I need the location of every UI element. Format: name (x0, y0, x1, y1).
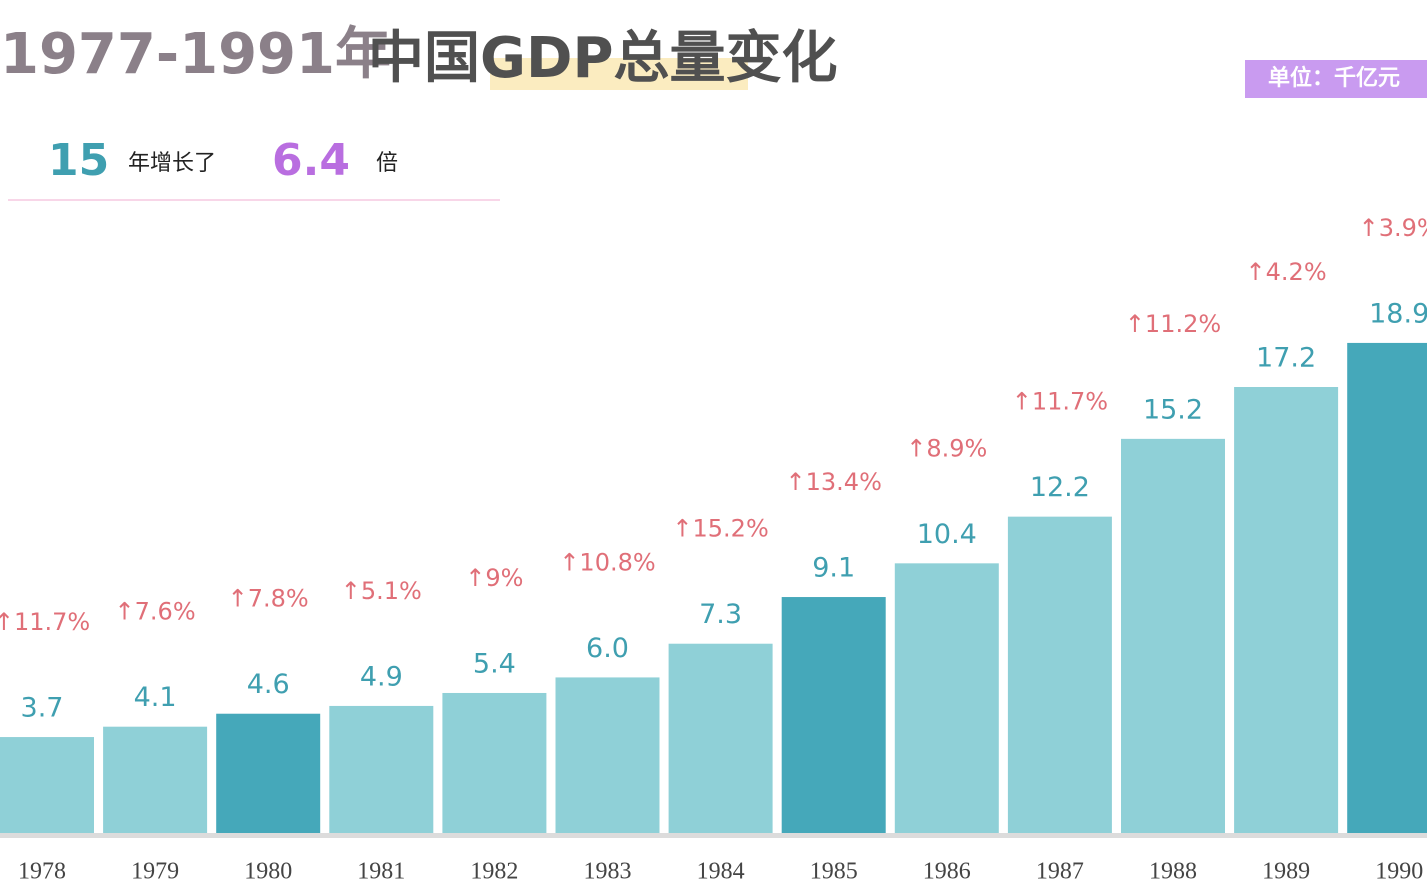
x-tick-label: 1978 (18, 859, 66, 885)
bar (1347, 342, 1427, 833)
growth-label: ↑13.4% (786, 468, 882, 496)
x-tick-label: 1986 (923, 859, 971, 885)
bar (103, 726, 208, 833)
bar (329, 705, 434, 833)
x-tick-label: 1985 (810, 859, 858, 885)
x-tick-label: 1990 (1375, 859, 1423, 885)
x-tick-label: 1981 (357, 859, 405, 885)
x-tick-label: 1988 (1149, 859, 1197, 885)
value-label: 3.7 (21, 693, 64, 724)
value-label: 9.1 (812, 553, 855, 584)
x-tick-label: 1989 (1262, 859, 1310, 885)
bar (216, 713, 321, 833)
summary-multiple: 6.4 (272, 135, 350, 186)
summary-text: 年增长了 (128, 151, 216, 176)
growth-label: ↑15.2% (672, 515, 768, 543)
value-label: 10.4 (917, 519, 977, 550)
x-tick-label: 1982 (470, 859, 518, 885)
bar (1234, 387, 1339, 833)
unit-box (1245, 60, 1427, 98)
chart-title-lead: 1977-1991年 (0, 22, 391, 87)
growth-label: ↑4.2% (1246, 258, 1327, 286)
value-label: 4.6 (247, 669, 290, 700)
bar (668, 643, 773, 833)
value-label: 6.0 (586, 633, 629, 664)
growth-label: ↑7.8% (228, 585, 309, 613)
growth-label: ↑5.1% (341, 577, 422, 605)
value-label: 4.9 (360, 661, 403, 692)
x-tick-label: 1984 (697, 859, 745, 885)
x-tick-label: 1987 (1036, 859, 1084, 885)
growth-label: ↑7.6% (115, 598, 196, 626)
summary-text: 倍 (376, 151, 398, 176)
value-label: 12.2 (1030, 472, 1090, 503)
value-label: 7.3 (699, 599, 742, 630)
x-tick-label: 1980 (244, 859, 292, 885)
bar (894, 563, 999, 833)
value-label: 4.1 (134, 682, 177, 713)
growth-label: ↑10.8% (559, 548, 655, 576)
bar (1007, 516, 1112, 833)
summary-years: 15 (48, 135, 109, 186)
growth-label: ↑11.2% (1125, 310, 1221, 338)
growth-label: ↑8.9% (906, 434, 987, 462)
x-tick-label: 1983 (584, 859, 632, 885)
value-label: 15.2 (1143, 394, 1203, 425)
growth-label: ↑11.7% (1012, 388, 1108, 416)
value-label: 18.9 (1369, 298, 1427, 329)
bar (0, 737, 94, 833)
value-label: 5.4 (473, 648, 516, 679)
bar (781, 597, 886, 833)
bar (555, 677, 660, 833)
x-tick-label: 1979 (131, 859, 179, 885)
growth-label: ↑3.9% (1359, 214, 1427, 242)
title-highlight (490, 58, 748, 90)
growth-label: ↑11.7% (0, 608, 90, 636)
unit-label: 单位：千亿元 (1268, 65, 1400, 91)
growth-label: ↑9% (465, 564, 523, 592)
bar (1121, 438, 1225, 833)
chart-title: 中国GDP总量变化 (368, 26, 838, 91)
bar (442, 692, 547, 833)
value-label: 17.2 (1256, 343, 1316, 374)
baseline (0, 833, 1427, 838)
